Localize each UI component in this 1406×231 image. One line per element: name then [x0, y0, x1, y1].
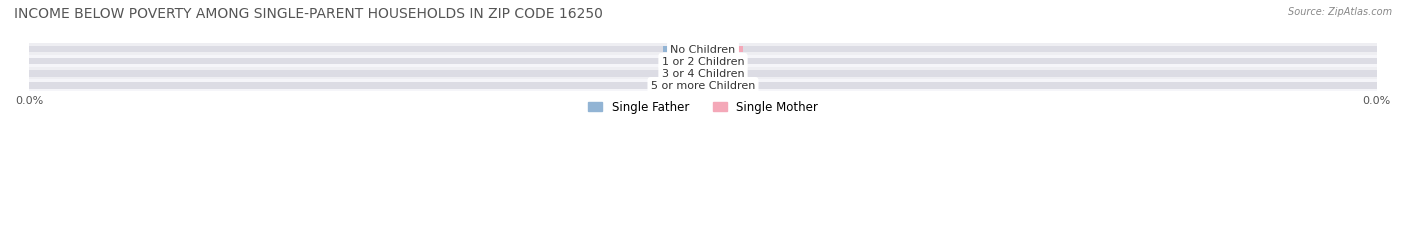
- Text: 0.0%: 0.0%: [671, 46, 695, 54]
- Bar: [30, 59, 703, 65]
- Bar: [662, 83, 703, 89]
- Bar: [30, 68, 1376, 80]
- Text: 0.0%: 0.0%: [711, 70, 735, 78]
- Text: 1 or 2 Children: 1 or 2 Children: [662, 57, 744, 67]
- Text: 0.0%: 0.0%: [671, 82, 695, 91]
- Bar: [703, 71, 1376, 77]
- Bar: [30, 44, 1376, 56]
- Bar: [30, 56, 1376, 68]
- Bar: [703, 47, 1376, 53]
- Text: 0.0%: 0.0%: [671, 58, 695, 66]
- Text: No Children: No Children: [671, 45, 735, 55]
- Bar: [703, 83, 744, 89]
- Text: 0.0%: 0.0%: [711, 58, 735, 66]
- Text: INCOME BELOW POVERTY AMONG SINGLE-PARENT HOUSEHOLDS IN ZIP CODE 16250: INCOME BELOW POVERTY AMONG SINGLE-PARENT…: [14, 7, 603, 21]
- Legend: Single Father, Single Mother: Single Father, Single Mother: [583, 96, 823, 119]
- Bar: [703, 71, 744, 77]
- Bar: [30, 47, 703, 53]
- Bar: [30, 80, 1376, 92]
- Text: 3 or 4 Children: 3 or 4 Children: [662, 69, 744, 79]
- Text: 5 or more Children: 5 or more Children: [651, 81, 755, 91]
- Text: 0.0%: 0.0%: [711, 46, 735, 54]
- Bar: [30, 71, 703, 77]
- Text: 0.0%: 0.0%: [711, 82, 735, 91]
- Bar: [662, 47, 703, 53]
- Bar: [703, 47, 744, 53]
- Bar: [30, 83, 703, 89]
- Text: 0.0%: 0.0%: [671, 70, 695, 78]
- Bar: [662, 59, 703, 65]
- Bar: [703, 59, 1376, 65]
- Bar: [662, 71, 703, 77]
- Bar: [703, 59, 744, 65]
- Bar: [703, 83, 1376, 89]
- Text: Source: ZipAtlas.com: Source: ZipAtlas.com: [1288, 7, 1392, 17]
